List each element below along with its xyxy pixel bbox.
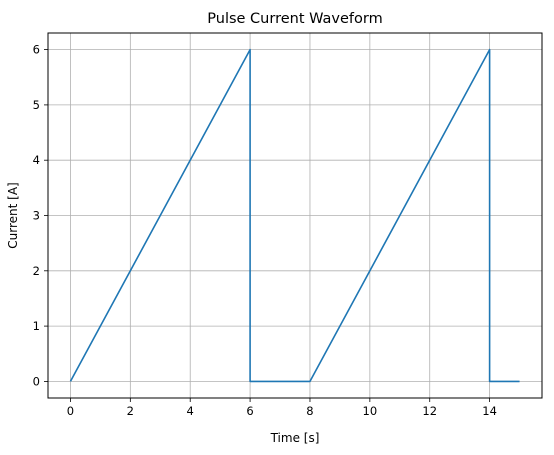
x-tick-label: 2 (127, 404, 134, 418)
y-tick-label: 5 (33, 98, 40, 112)
series-layer (69, 48, 520, 383)
grid-layer (48, 33, 542, 398)
y-tick-label: 1 (33, 319, 40, 333)
x-tick-label: 0 (67, 404, 74, 418)
y-tick-label: 3 (33, 209, 40, 223)
chart-title: Pulse Current Waveform (207, 11, 382, 27)
series-line (69, 48, 520, 383)
x-tick-label: 10 (363, 404, 378, 418)
y-axis-label: Current [A] (6, 182, 20, 248)
x-tick-label: 14 (482, 404, 497, 418)
x-tick-label: 8 (306, 404, 313, 418)
x-tick-label: 4 (187, 404, 194, 418)
y-tick-label: 2 (33, 264, 40, 278)
x-tick-label: 12 (422, 404, 437, 418)
x-tick-label: 6 (246, 404, 253, 418)
x-axis-label: Time [s] (270, 431, 320, 445)
y-tick-label: 4 (33, 153, 40, 167)
y-tick-label: 6 (33, 43, 40, 57)
y-tick-label: 0 (33, 374, 40, 388)
